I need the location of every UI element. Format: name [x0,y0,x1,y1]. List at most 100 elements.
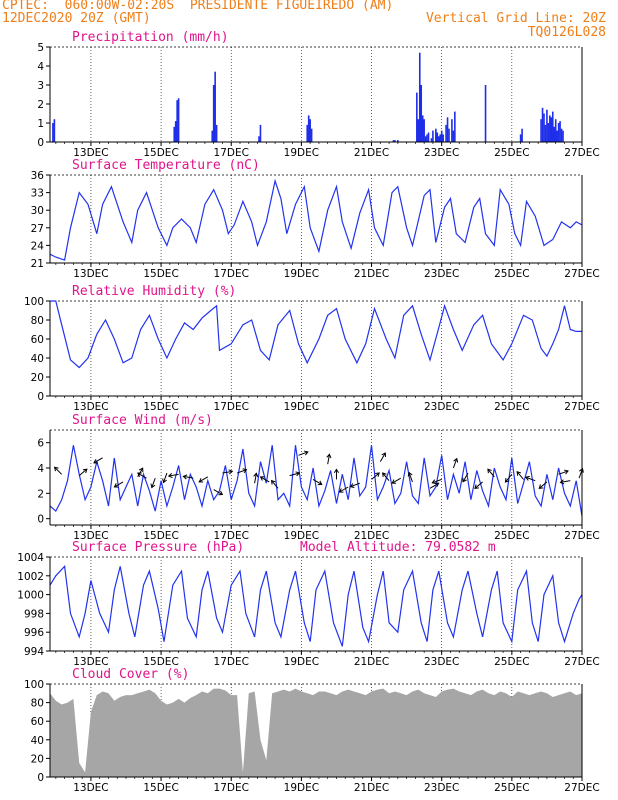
wind-arrow-head [349,483,355,488]
precip-bar [307,115,310,142]
wind-arrow [260,476,270,483]
y-tick-label: 20 [31,753,44,765]
x-tick-label: 27DEC [564,530,599,542]
precip-bar [173,126,176,142]
precip-bar [451,119,453,142]
wind-arrow [254,473,257,484]
precip-bar [397,140,399,142]
y-tick-label: 6 [37,438,44,450]
x-tick-label: 25DEC [494,656,529,668]
wind-arrow [183,475,194,479]
wind-arrow [379,452,386,462]
cloud-cover-area [50,688,582,777]
y-tick-label: 33 [31,188,44,200]
x-tick-label: 13DEC [73,147,108,159]
wind-arrow [168,473,179,477]
x-tick-label: 23DEC [424,401,459,413]
x-tick-label: 25DEC [494,147,529,159]
panel-title: Surface Temperature (nC) [72,158,260,173]
x-tick-label: 17DEC [214,401,249,413]
precip-bar [440,130,443,142]
y-tick-label: 100 [24,679,44,691]
wind-arrow-head [198,478,204,483]
precip-bar [215,124,218,142]
wind-arrow-head [333,468,340,474]
precip-bar [553,126,556,142]
precip-bar [176,100,178,142]
x-tick-label: 13DEC [73,656,108,668]
precip-bar [211,130,214,142]
precip-bar [177,98,180,142]
precip-bar [442,134,444,142]
x-tick-label: 13DEC [73,782,108,794]
x-tick-label: 23DEC [424,530,459,542]
precip-bar [420,85,423,142]
x-tick-label: 25DEC [494,401,529,413]
wind-arrow [93,457,103,464]
x-tick-label: 25DEC [494,782,529,794]
y-tick-label: 36 [31,170,45,182]
wind-arrow [538,481,548,489]
wind-arrow [487,468,495,478]
precip-bar [445,124,447,142]
wind-arrow-head [524,475,530,481]
x-tick-label: 17DEC [214,782,249,794]
y-tick-label: 80 [31,315,44,327]
wind-arrow [408,472,413,483]
precip-bar [546,109,548,142]
wind-arrow-head [162,478,167,484]
precip-bar [540,119,542,142]
wind-arrow [222,470,233,474]
precip-bar [53,119,56,142]
precip-bar [556,130,558,142]
x-tick-label: 23DEC [424,656,459,668]
x-tick-label: 21DEC [354,268,389,280]
wind-arrow [462,472,469,482]
x-tick-label: 27DEC [564,782,599,794]
y-tick-label: 0 [37,772,44,784]
x-tick-label: 15DEC [143,268,178,280]
wind-arrow-head [538,484,544,489]
wind-arrow [163,472,168,483]
panel-5 [46,556,583,655]
precip-bar [446,117,449,142]
precip-bar [418,52,421,143]
x-tick-label: 17DEC [214,530,249,542]
wind-arrow-head [228,469,234,475]
x-tick-label: 23DEC [424,147,459,159]
x-tick-label: 21DEC [354,656,389,668]
x-tick-label: 19DEC [284,401,319,413]
y-tick-label: 2 [37,99,44,111]
y-tick-label: 100 [24,296,44,308]
panel-1 [46,46,583,146]
wind-arrow-head [559,479,565,485]
wind-arrow-head [270,479,276,485]
precip-bar [423,119,425,142]
y-tick-label: 30 [31,205,44,217]
panel-title: Relative Humidity (%) [72,284,236,299]
y-tick-label: 996 [24,627,44,639]
y-tick-label: 21 [31,258,44,270]
y-tick-label: 4 [37,61,44,73]
y-tick-label: 40 [31,353,44,365]
header-datetime: 12DEC2020 20Z (GMT) [2,11,151,26]
wind-arrow [339,486,349,493]
wind-arrow [151,477,156,488]
panel-annotation: Model Altitude: 79.0582 m [300,540,496,555]
header-grid-note: Vertical Grid Line: 20Z [425,11,606,26]
wind-arrow-head [382,472,387,478]
precip-bar [549,115,551,142]
y-tick-label: 2 [37,488,44,500]
wind-arrow [452,458,458,469]
precip-bar [394,140,396,142]
wind-arrow [54,466,63,475]
x-tick-label: 19DEC [284,782,319,794]
precip-bar [519,134,522,142]
y-tick-label: 40 [31,735,44,747]
precip-bar [416,92,418,142]
header-model-code: TQ0126L028 [527,25,606,40]
panel-2 [46,174,583,267]
x-tick-label: 13DEC [73,530,108,542]
wind-arrow-head [113,483,119,488]
wind-arrow [474,481,483,489]
